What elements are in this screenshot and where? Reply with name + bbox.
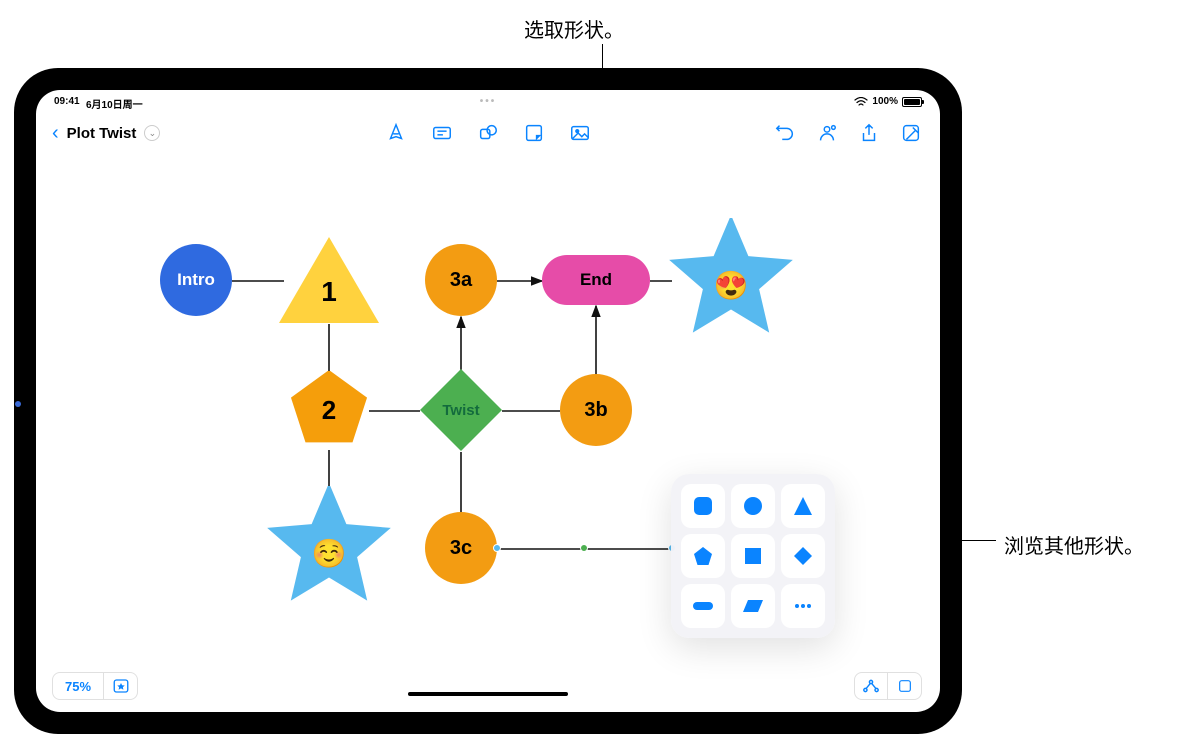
node-n2[interactable]: 2: [289, 371, 369, 449]
shape-picker-popover[interactable]: [671, 474, 835, 638]
compose-icon[interactable]: [900, 122, 922, 144]
sticky-tool-icon[interactable]: [523, 122, 545, 144]
wifi-icon: [854, 97, 868, 107]
shape-option-more[interactable]: [781, 584, 825, 628]
ipad-frame: 09:41 6月10日周一 ••• 100% ‹ Plot Twist ⌄: [14, 68, 962, 734]
node-star1[interactable]: 😍: [666, 218, 796, 342]
status-time: 09:41: [54, 96, 80, 107]
bottom-bar: 75%: [36, 668, 940, 700]
shape-option-capsule[interactable]: [681, 584, 725, 628]
node-star2[interactable]: ☺️: [264, 486, 394, 610]
status-date: 6月10日周一: [86, 96, 143, 111]
shape-option-square[interactable]: [731, 534, 775, 578]
shape-option-circle[interactable]: [731, 484, 775, 528]
shape-tool-icon[interactable]: [477, 122, 499, 144]
connector-tool-button[interactable]: [854, 672, 888, 700]
document-title[interactable]: Plot Twist: [67, 125, 137, 142]
node-twist[interactable]: Twist: [420, 369, 502, 451]
shape-option-diamond[interactable]: [781, 534, 825, 578]
pencil-tool-icon[interactable]: [385, 122, 407, 144]
callout-top-label: 选取形状。: [524, 14, 624, 43]
status-bar: 09:41 6月10日周一 ••• 100%: [36, 96, 940, 112]
shape-tool-button[interactable]: [888, 672, 922, 700]
selection-handle[interactable]: [493, 544, 501, 552]
toolbar: ‹ Plot Twist ⌄: [36, 116, 940, 150]
node-intro[interactable]: Intro: [160, 244, 232, 316]
textbox-tool-icon[interactable]: [431, 122, 453, 144]
title-menu-chevron-icon[interactable]: ⌄: [144, 125, 160, 141]
selection-handle[interactable]: [580, 544, 588, 552]
favorites-button[interactable]: [104, 672, 138, 700]
callout-right-label: 浏览其他形状。: [1004, 530, 1144, 559]
share-icon[interactable]: [858, 122, 880, 144]
multitask-dots[interactable]: •••: [480, 96, 497, 107]
back-button[interactable]: ‹: [52, 122, 59, 145]
node-n3b[interactable]: 3b: [560, 374, 632, 446]
shape-option-triangle[interactable]: [781, 484, 825, 528]
battery-icon: [902, 97, 922, 107]
zoom-button[interactable]: 75%: [52, 672, 104, 700]
battery-pct: 100%: [872, 96, 898, 107]
node-n1[interactable]: 1: [279, 237, 379, 323]
shape-option-parallelogram[interactable]: [731, 584, 775, 628]
node-end[interactable]: End: [542, 255, 650, 305]
side-indicator: [15, 401, 21, 407]
collaborate-icon[interactable]: [816, 122, 838, 144]
canvas[interactable]: Intro 1 3a End 😍 2 Twist 3b ☺️ 3c: [36, 150, 940, 712]
shape-option-rounded-square[interactable]: [681, 484, 725, 528]
node-n3c[interactable]: 3c: [425, 512, 497, 584]
undo-icon[interactable]: [774, 122, 796, 144]
home-indicator: [408, 692, 568, 696]
ipad-screen: 09:41 6月10日周一 ••• 100% ‹ Plot Twist ⌄: [36, 90, 940, 712]
image-tool-icon[interactable]: [569, 122, 591, 144]
node-n3a[interactable]: 3a: [425, 244, 497, 316]
shape-option-pentagon[interactable]: [681, 534, 725, 578]
